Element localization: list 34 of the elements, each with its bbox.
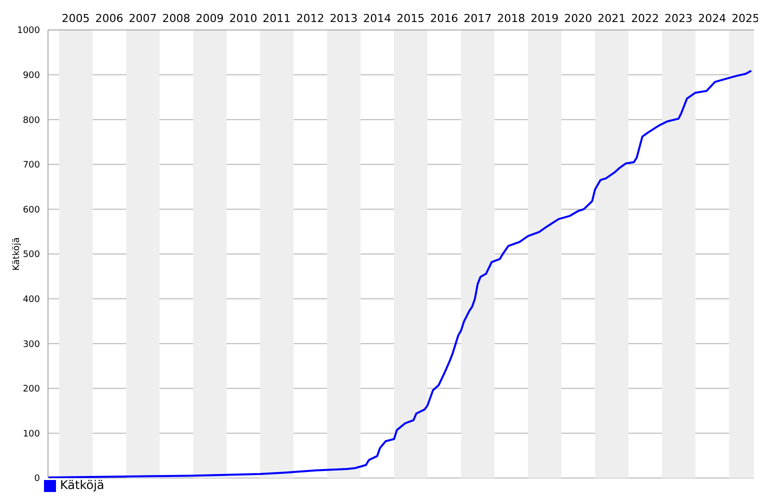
x-tick-label: 2014 bbox=[363, 12, 392, 25]
x-tick-label: 2016 bbox=[430, 12, 458, 25]
x-tick-label: 2021 bbox=[598, 12, 626, 25]
x-tick-label: 2005 bbox=[62, 12, 90, 25]
x-tick-label: 2018 bbox=[497, 12, 526, 25]
x-tick-label: 2006 bbox=[95, 12, 124, 25]
x-tick-label: 2009 bbox=[196, 12, 224, 25]
line-series bbox=[48, 70, 752, 478]
y-tick-label: 400 bbox=[22, 294, 40, 305]
x-tick-label: 2024 bbox=[698, 12, 726, 25]
y-tick-label: 200 bbox=[22, 384, 40, 395]
y-tick-label: 800 bbox=[22, 116, 40, 126]
y-axis-title: Kätköjä bbox=[12, 237, 22, 271]
x-tick-label: 2022 bbox=[631, 12, 660, 25]
x-tick-label: 2017 bbox=[464, 12, 492, 25]
x-tick-label: 2020 bbox=[564, 12, 592, 25]
y-tick-label: 100 bbox=[22, 429, 40, 440]
x-tick-label: 2010 bbox=[229, 12, 258, 25]
x-tick-label: 2012 bbox=[296, 12, 324, 25]
y-tick-label: 900 bbox=[22, 70, 40, 81]
x-tick-label: 2011 bbox=[262, 12, 291, 25]
y-tick-label: 0 bbox=[34, 474, 40, 484]
x-tick-label: 2008 bbox=[162, 12, 190, 25]
x-tick-label: 2007 bbox=[128, 12, 157, 25]
y-tick-label: 600 bbox=[22, 205, 40, 216]
x-tick-label: 2023 bbox=[664, 12, 693, 25]
y-tick-label: 700 bbox=[22, 160, 40, 171]
legend-label: Kätköjä bbox=[60, 478, 104, 492]
y-tick-label: 500 bbox=[22, 250, 40, 260]
y-tick-label: 1000 bbox=[17, 26, 40, 36]
y-tick-label: 300 bbox=[22, 340, 40, 350]
x-tick-label: 2013 bbox=[330, 12, 358, 25]
x-tick-label: 2015 bbox=[396, 12, 425, 25]
x-tick-label: 2019 bbox=[530, 12, 559, 25]
